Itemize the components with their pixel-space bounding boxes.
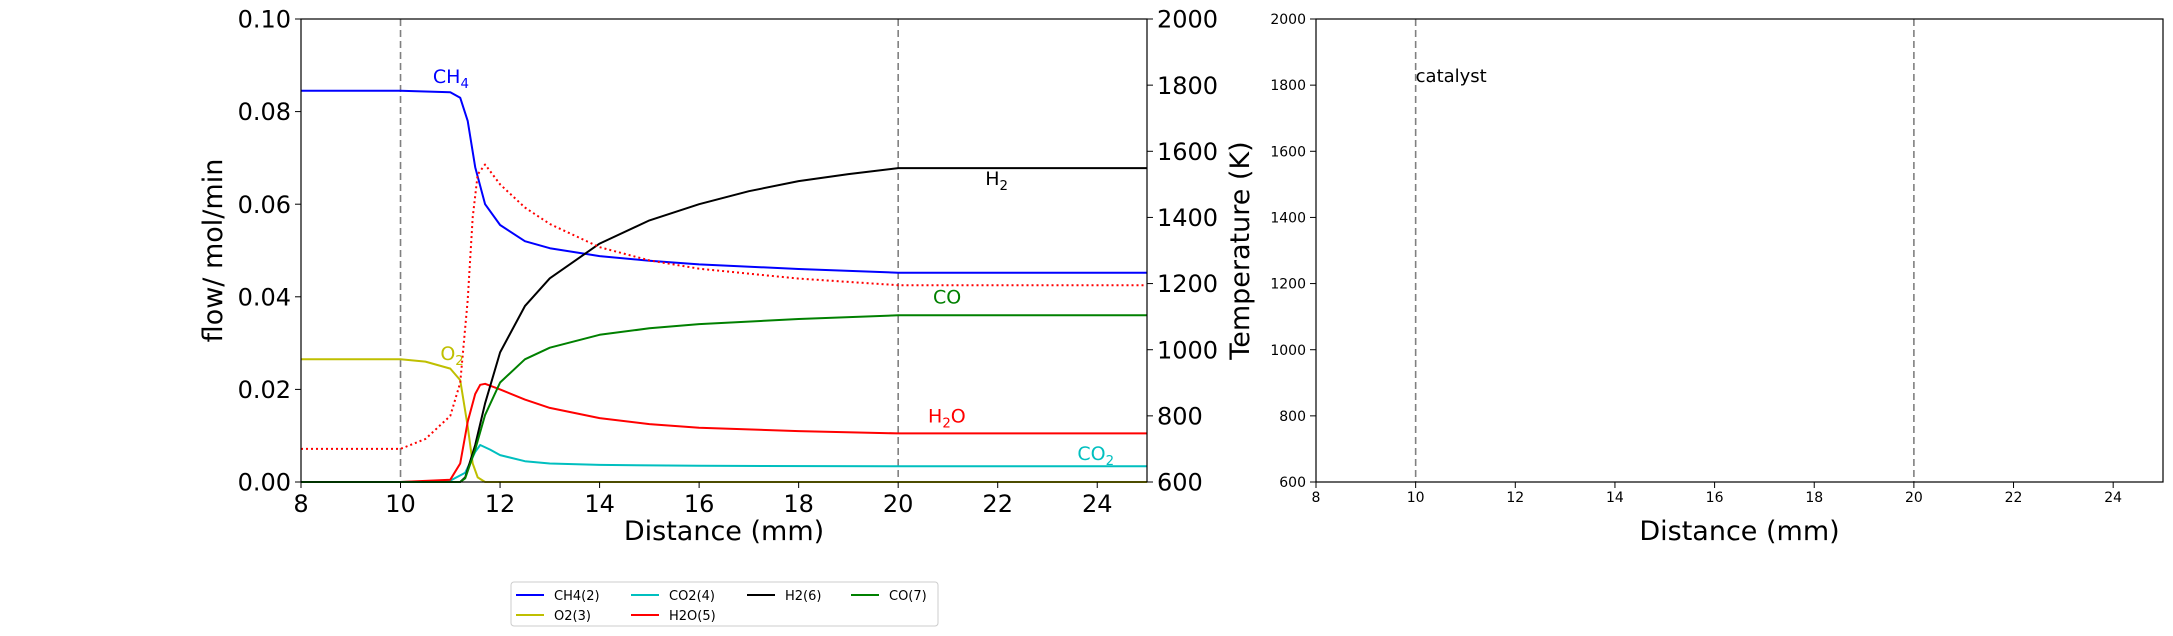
series-line-co2-4- bbox=[301, 444, 1147, 483]
x-tick-label: 10 bbox=[1407, 490, 1425, 506]
legend-entry-label: H2(6) bbox=[785, 589, 821, 604]
x-tick-label: 18 bbox=[783, 490, 814, 518]
annotation-text: H bbox=[928, 406, 942, 428]
annotation-label: CO bbox=[933, 287, 961, 309]
legend: CH4(2) CO2(4) H2(6) CO(7) O2(3) H2O(5) bbox=[510, 581, 939, 627]
y-right-tick-label: 1200 bbox=[1157, 270, 1218, 298]
y-tick-label: 600 bbox=[1279, 475, 1306, 491]
x-tick-label: 16 bbox=[684, 490, 715, 518]
x-tick-label: 8 bbox=[293, 490, 308, 518]
y-tick-label: 0.02 bbox=[238, 376, 291, 404]
x-axis-label: Distance (mm) bbox=[624, 516, 824, 547]
x-tick-label: 18 bbox=[1805, 490, 1823, 506]
series-line-temperature bbox=[301, 163, 1147, 450]
x-axis-label: Distance (mm) bbox=[1639, 516, 1839, 547]
x-tick-label: 14 bbox=[584, 490, 615, 518]
series-line-h2-6- bbox=[301, 167, 1147, 483]
x-tick-label: 24 bbox=[2104, 490, 2122, 506]
annotation-text: O bbox=[440, 343, 455, 365]
left-chart-panel: 8 10 12 14 16 18 20 22 240.000.020.040.060.080.1… bbox=[198, 6, 1256, 547]
annotation-text: CH bbox=[433, 66, 461, 88]
plot-frame bbox=[1315, 18, 2164, 483]
x-tick-label: 12 bbox=[1506, 490, 1524, 506]
y-right-tick-label: 800 bbox=[1157, 402, 1203, 430]
x-tick-label: 20 bbox=[1905, 490, 1923, 506]
annotation-text-suffix: O bbox=[951, 406, 966, 428]
y-right-tick-label: 2000 bbox=[1157, 6, 1218, 34]
legend-entry-label: O2(3) bbox=[554, 609, 591, 624]
y-tick-label: 0.10 bbox=[238, 6, 291, 34]
right-chart-panel: 8 10 12 14 16 18 20 22 24 600 800 1000 1200 1400 1600 1… bbox=[1270, 12, 2164, 547]
annotation-subscript: 2 bbox=[942, 417, 950, 432]
y-tick-label: 1400 bbox=[1270, 210, 1306, 226]
x-tick-label: 22 bbox=[2005, 490, 2023, 506]
y-tick-label: 800 bbox=[1279, 409, 1306, 425]
y-tick-label: 0.04 bbox=[238, 283, 291, 311]
y-right-tick-label: 1400 bbox=[1157, 204, 1218, 232]
legend-entry-label: CH4(2) bbox=[554, 589, 600, 604]
series-line-co-7- bbox=[301, 314, 1147, 483]
x-tick-label: 10 bbox=[385, 490, 416, 518]
annotation-text: CO bbox=[1077, 443, 1105, 465]
x-tick-label: 20 bbox=[883, 490, 914, 518]
annotation-subscript: 4 bbox=[460, 77, 468, 92]
y-tick-label: 0.08 bbox=[238, 98, 291, 126]
x-tick-label: 24 bbox=[1082, 490, 1113, 518]
x-tick-label: 22 bbox=[982, 490, 1013, 518]
legend-entry-label: H2O(5) bbox=[669, 609, 716, 624]
y-tick-label: 0.06 bbox=[238, 191, 291, 219]
annotation-subscript: 2 bbox=[1106, 454, 1114, 469]
annotation-label: CO2 bbox=[1077, 443, 1114, 469]
y-tick-label: 0.00 bbox=[238, 469, 291, 497]
x-tick-label: 16 bbox=[1706, 490, 1724, 506]
annotation-text: H bbox=[985, 168, 999, 190]
legend-entry-label: CO2(4) bbox=[669, 589, 715, 604]
y-tick-label: 1200 bbox=[1270, 277, 1306, 293]
y-tick-label: 1800 bbox=[1270, 78, 1306, 94]
annotation-label: O2 bbox=[440, 343, 463, 369]
annotation-text: catalyst bbox=[1416, 66, 1487, 87]
series-line-ch4-2- bbox=[301, 89, 1147, 274]
y-axis-label: flow/ mol/min bbox=[198, 159, 229, 343]
x-tick-label: 12 bbox=[485, 490, 516, 518]
y-right-tick-label: 1000 bbox=[1157, 336, 1218, 364]
annotation-label: catalyst bbox=[1416, 66, 1487, 87]
y-right-tick-label: 1600 bbox=[1157, 138, 1218, 166]
y-tick-label: 1000 bbox=[1270, 343, 1306, 359]
x-tick-label: 14 bbox=[1606, 490, 1624, 506]
y-right-axis-label: Temperature (K) bbox=[1225, 141, 1256, 360]
series-line-o2-3- bbox=[301, 358, 1147, 483]
annotation-label: H2 bbox=[985, 168, 1008, 194]
x-tick-label: 8 bbox=[1312, 490, 1321, 506]
legend-box bbox=[510, 581, 939, 627]
y-right-tick-label: 1800 bbox=[1157, 72, 1218, 100]
y-tick-label: 1600 bbox=[1270, 144, 1306, 160]
annotation-text: CO bbox=[933, 287, 961, 309]
y-tick-label: 2000 bbox=[1270, 12, 1306, 28]
legend-entry-label: CO(7) bbox=[889, 589, 927, 604]
annotation-subscript: 2 bbox=[455, 354, 463, 369]
y-right-tick-label: 600 bbox=[1157, 469, 1203, 497]
annotation-label: H2O bbox=[928, 406, 966, 432]
annotation-label: CH4 bbox=[433, 66, 469, 92]
series-line-h2o-5- bbox=[301, 382, 1147, 483]
plot-frame bbox=[300, 18, 1148, 483]
annotation-subscript: 2 bbox=[1000, 179, 1008, 194]
